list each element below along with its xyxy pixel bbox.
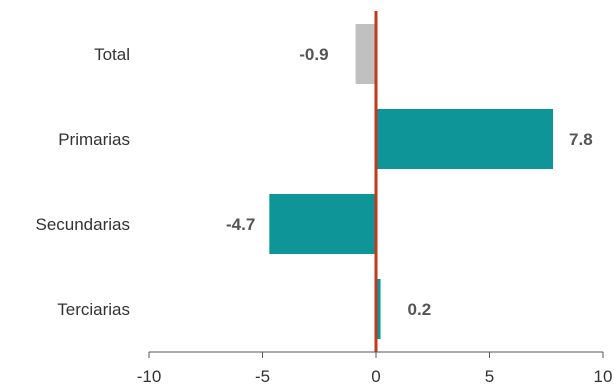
data-labels: -0.9 7.8 -4.7 0.2 — [226, 45, 593, 319]
category-labels: Total Primarias Secundarias Terciarias — [35, 45, 130, 319]
category-label-total: Total — [94, 45, 130, 64]
bar-primarias — [376, 109, 554, 169]
category-label-primarias: Primarias — [58, 130, 130, 149]
data-label-secundarias: -4.7 — [226, 215, 255, 234]
x-axis-ticks — [148, 352, 604, 358]
x-tick-label: -10 — [137, 367, 162, 386]
bar-terciarias — [376, 279, 381, 339]
category-label-secundarias: Secundarias — [35, 215, 130, 234]
bar-total — [355, 24, 376, 84]
data-label-primarias: 7.8 — [569, 130, 593, 149]
category-label-terciarias: Terciarias — [57, 300, 130, 319]
x-tick-label: 10 — [594, 367, 613, 386]
x-tick-label: 0 — [371, 367, 380, 386]
x-tick-label: -5 — [255, 367, 270, 386]
x-tick-label: 5 — [485, 367, 494, 386]
x-axis: -10 -5 0 5 10 — [137, 351, 613, 386]
data-label-terciarias: 0.2 — [408, 300, 432, 319]
bars-group — [269, 24, 554, 339]
data-label-total: -0.9 — [299, 45, 328, 64]
bar-secundarias — [269, 194, 376, 254]
